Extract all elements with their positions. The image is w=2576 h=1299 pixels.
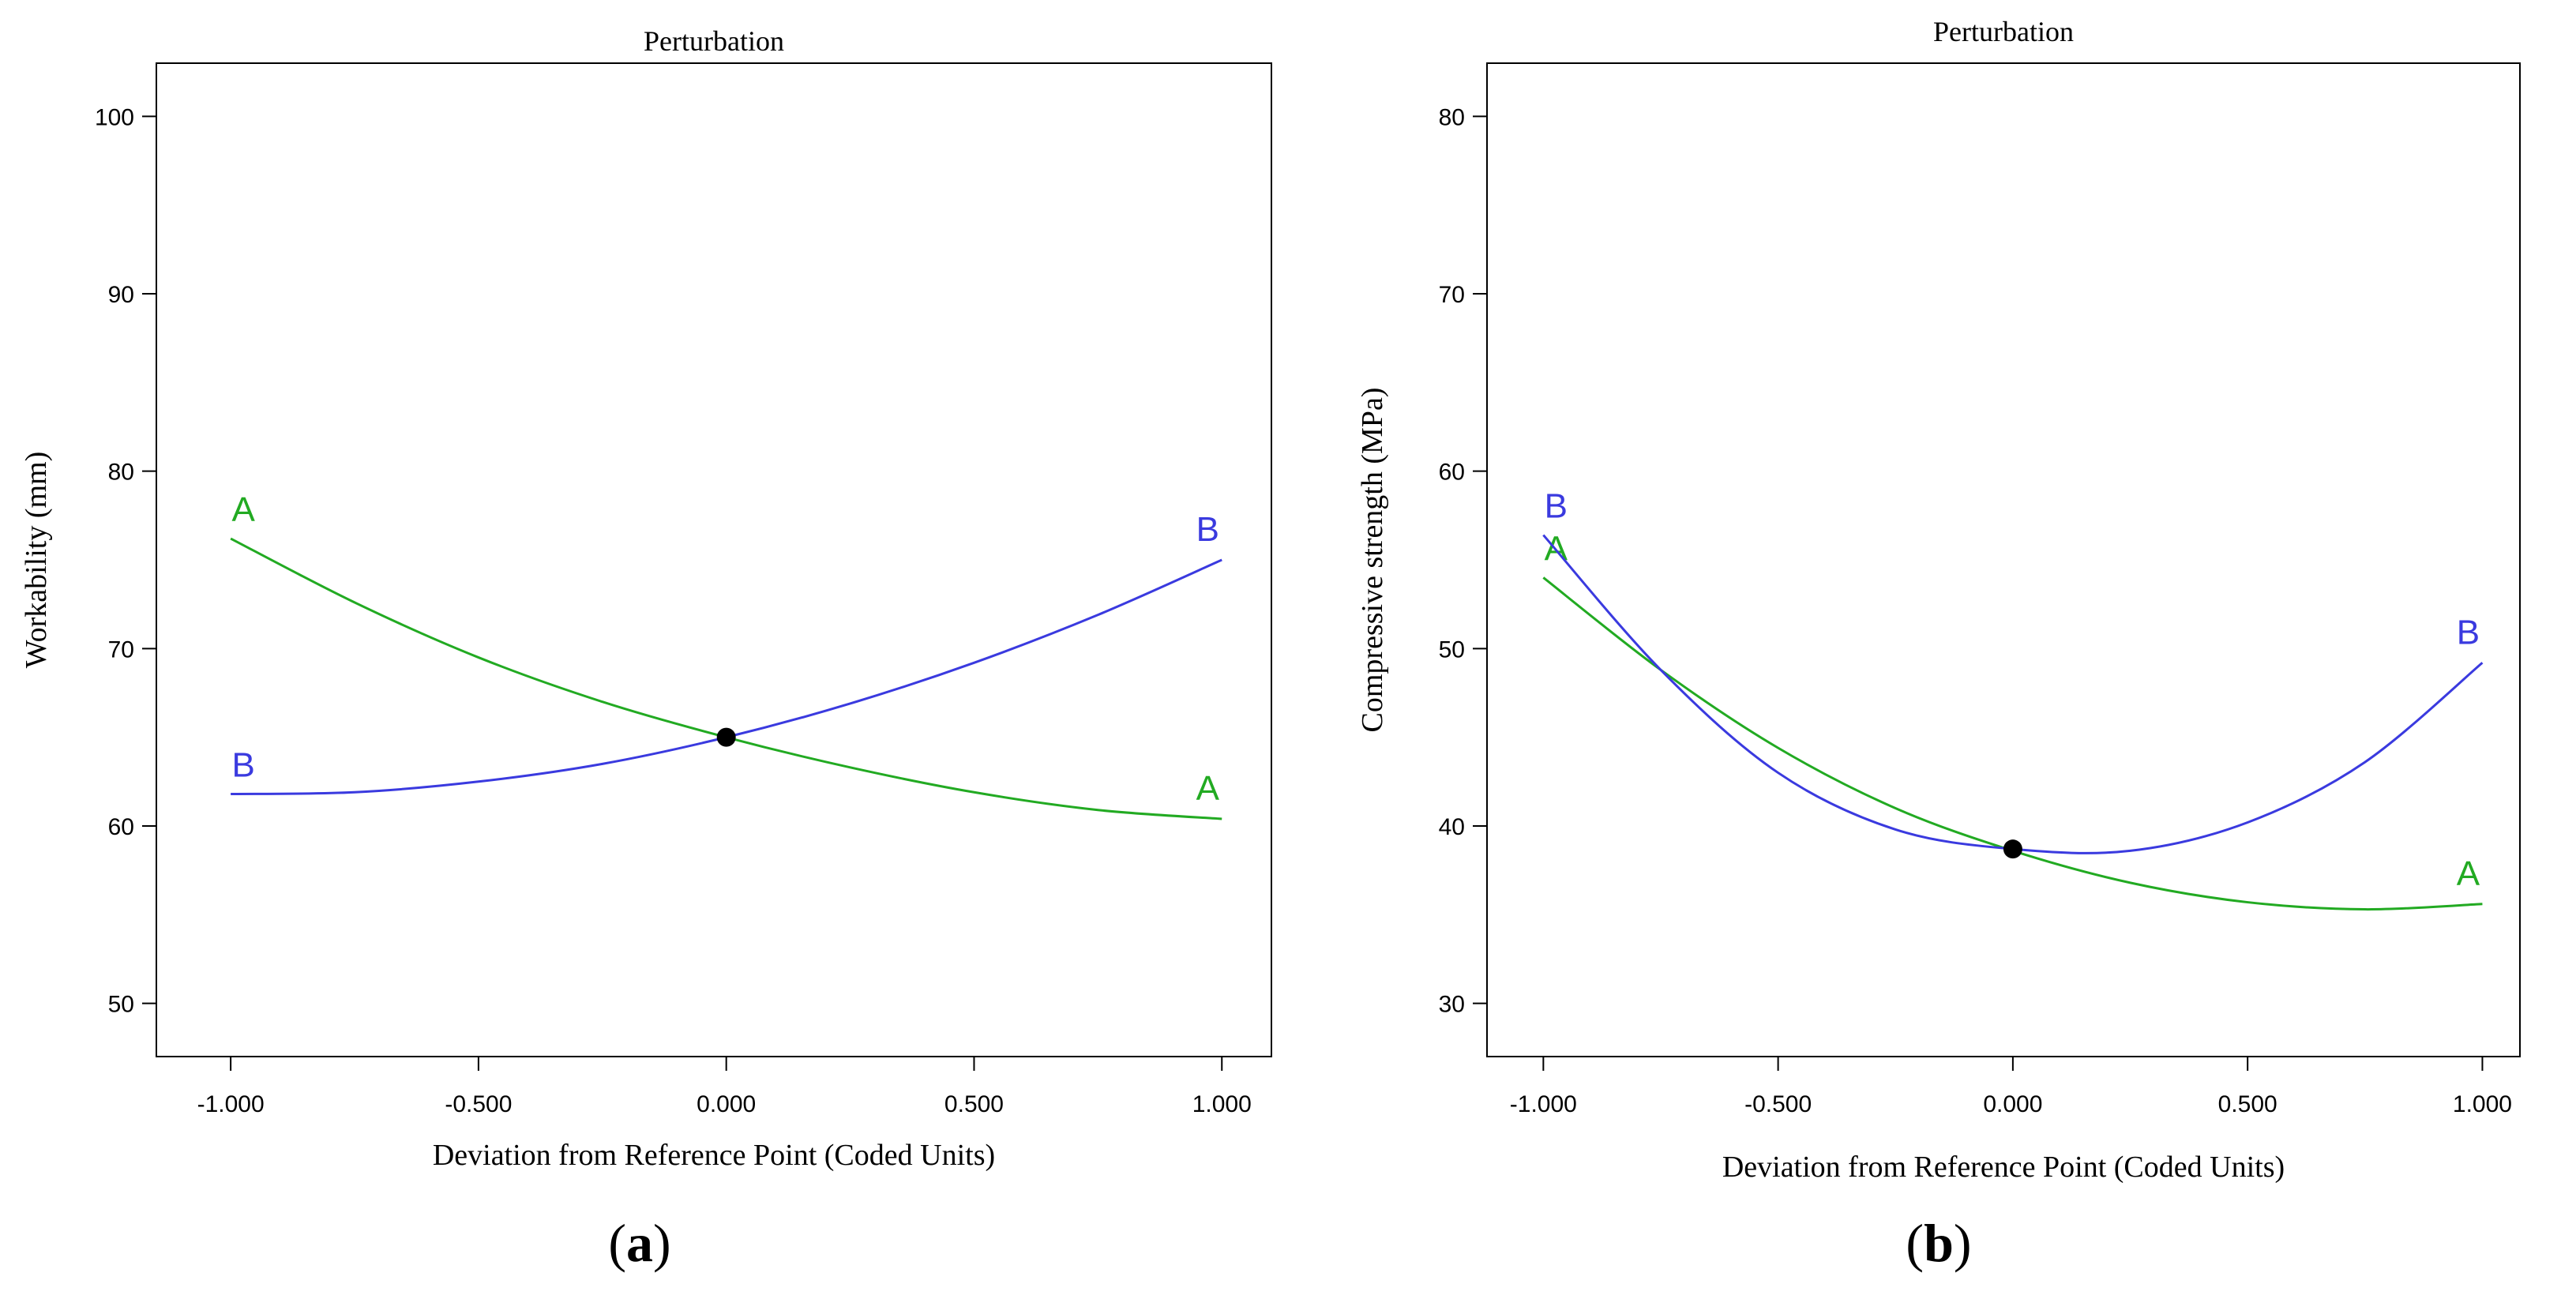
chart-a-y-tick-label: 90 [108, 282, 134, 308]
chart-a-y-tick-label: 70 [108, 636, 134, 663]
chart-a-reference-point [716, 727, 736, 747]
panel-caption-b: (b) [1906, 1213, 1972, 1273]
chart-a-series-b-line [231, 558, 1222, 796]
chart-b-series-a-line [1542, 576, 2483, 911]
chart-b-x-axis-label: Deviation from Reference Point (Coded Un… [1722, 1151, 2285, 1184]
chart-a-y-tick-label: 60 [108, 814, 134, 840]
chart-a-series-a-end-label: A [1196, 769, 1220, 808]
chart-b-y-tick-label: 60 [1439, 460, 1465, 486]
chart-b-x-tick-label: -0.500 [1744, 1091, 1812, 1117]
chart-b-series-b-line [1542, 534, 2484, 854]
chart-b-reference-point [2003, 839, 2022, 859]
chart-a-series-a-line [230, 537, 1222, 820]
chart-a-title: Perturbation [644, 25, 784, 57]
chart-b-plot-frame [1486, 62, 2521, 1057]
chart-b-series-b-end-label: B [2457, 613, 2480, 651]
chart-b-y-tick-label: 70 [1439, 282, 1465, 308]
chart-a-x-tick-label: -1.000 [197, 1091, 265, 1117]
chart-b-x-tick-label: -1.000 [1510, 1091, 1577, 1117]
chart-a-x-axis-label: Deviation from Reference Point (Coded Un… [433, 1139, 995, 1172]
chart-b-y-tick-label: 40 [1439, 814, 1465, 840]
chart-b-x-tick-label: 0.000 [1983, 1091, 2042, 1117]
chart-b-series-b-start-label: B [1545, 487, 1568, 526]
chart-a-series-b-start-label: B [231, 746, 254, 785]
chart-b-y-tick-label: 50 [1439, 636, 1465, 663]
chart-a-plot-frame [156, 62, 1272, 1057]
chart-a-x-tick-label: 0.000 [697, 1091, 756, 1117]
chart-a-y-tick-label: 80 [108, 460, 134, 486]
chart-b-series-a-end-label: A [2457, 854, 2480, 893]
chart-b-y-tick-label: 30 [1439, 992, 1465, 1018]
chart-b-x-tick-label: 0.500 [2218, 1091, 2277, 1117]
chart-a-y-tick-label: 100 [95, 104, 134, 130]
chart-a-x-tick-label: 1.000 [1192, 1091, 1252, 1117]
chart-a-series-b-end-label: B [1196, 510, 1219, 549]
chart-b-y-axis-label: Compressive strength (MPa) [1356, 388, 1389, 733]
chart-a-series-a-start-label: A [231, 490, 255, 529]
chart-b-title: Perturbation [1933, 16, 2074, 47]
chart-a-y-tick-label: 50 [108, 992, 134, 1018]
chart-a-x-tick-label: 0.500 [944, 1091, 1004, 1117]
chart-b-y-tick-label: 80 [1439, 104, 1465, 130]
chart-a-x-tick-label: -0.500 [445, 1091, 512, 1117]
panel-caption-a: (a) [608, 1213, 671, 1273]
chart-b-x-tick-label: 1.000 [2453, 1091, 2512, 1117]
chart-a-y-axis-label: Workability (mm) [20, 452, 53, 669]
